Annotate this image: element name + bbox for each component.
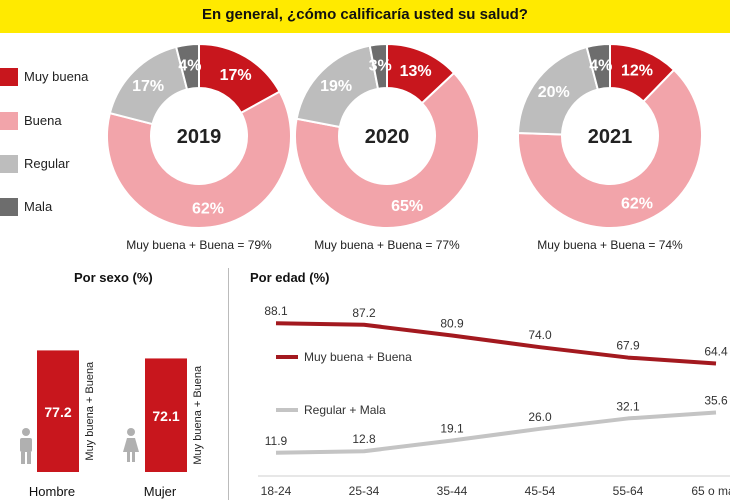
x-tick-label: 35-44 [437, 484, 468, 498]
legend-item-mala: Mala [0, 198, 120, 218]
slice-label: 62% [192, 200, 224, 217]
bar-value-label: 77.2 [44, 404, 71, 420]
data-label: 35.6 [704, 393, 728, 407]
series-line [275, 410, 717, 455]
data-label: 11.9 [265, 434, 288, 448]
slice-label: 4% [178, 58, 201, 75]
slice-label: 4% [589, 58, 612, 75]
bar-group-mujer: 72.1 Muy buena + Buena Mujer [144, 358, 204, 499]
data-label: 87.2 [352, 306, 376, 320]
donut-year-label: 2021 [588, 126, 633, 148]
bar-note: Muy buena + Buena [192, 365, 204, 465]
legend-swatch [0, 198, 18, 216]
page-title: En general, ¿cómo calificaría usted su s… [202, 6, 528, 23]
donut-chart-2020: 13% 65% 19% 3% 2020 Muy buena + Buena = 77% [294, 42, 480, 252]
data-label: 74.0 [528, 328, 552, 342]
legend-label: Regular [24, 156, 70, 171]
sex-bar-chart: 77.2 Muy buena + Buena Hombre 72.1 Muy buena… [20, 350, 204, 499]
slice-buena [106, 90, 292, 229]
legend-swatch [0, 68, 18, 86]
slice-label: 17% [220, 67, 252, 84]
legend-swatch [0, 112, 18, 130]
donut-caption: Muy buena + Buena = 74% [537, 238, 683, 252]
bar-category-label: Hombre [29, 484, 75, 499]
age-line-chart: 18-24 25-34 35-44 45-54 55-64 65 o más 88.1 87.… [258, 304, 730, 498]
slice-label: 19% [320, 78, 352, 95]
bar-category-label: Mujer [144, 484, 177, 499]
series-line [275, 321, 717, 366]
data-label: 19.1 [440, 422, 464, 436]
bar-group-hombre: 77.2 Muy buena + Buena Hombre [29, 350, 96, 499]
legend-item-buena: Buena [0, 112, 120, 132]
slice-label: 12% [621, 62, 653, 79]
bar [37, 350, 79, 472]
title-bar: En general, ¿cómo calificaría usted su s… [0, 0, 730, 33]
legend-swatch [0, 155, 18, 173]
line-legend-item: Regular + Mala [276, 403, 386, 417]
data-label: 88.1 [264, 304, 288, 318]
x-tick-label: 25-34 [349, 484, 380, 498]
woman-icon [123, 428, 139, 462]
legend-item-muy-buena: Muy buena [0, 68, 120, 88]
slice-label: 62% [621, 196, 653, 213]
donut-charts: 17% 62% 17% 4% 2019 Muy buena + Buena = 79% 13… [106, 42, 703, 252]
x-tick-label: 45-54 [525, 484, 556, 498]
donut-year-label: 2020 [365, 126, 410, 148]
legend-item-regular: Regular [0, 155, 120, 175]
donut-caption: Muy buena + Buena = 79% [126, 238, 272, 252]
donut-chart-2021: 12% 62% 20% 4% 2021 Muy buena + Buena = 74% [517, 42, 703, 252]
slice-label: 17% [132, 78, 164, 95]
slice-buena [294, 71, 480, 229]
x-tick-label: 18-24 [261, 484, 292, 498]
man-icon [20, 428, 32, 464]
legend-label: Buena [24, 113, 62, 128]
donut-chart-2019: 17% 62% 17% 4% 2019 Muy buena + Buena = 79% [106, 42, 292, 252]
data-label: 80.9 [440, 316, 464, 330]
data-label: 67.9 [616, 339, 640, 353]
line-legend-item: Muy buena + Buena [276, 350, 412, 364]
donut-caption: Muy buena + Buena = 77% [314, 238, 460, 252]
legend-label: Mala [24, 199, 53, 214]
section-divider [228, 268, 229, 500]
slice-buena [517, 68, 703, 229]
x-tick-label: 55-64 [613, 484, 644, 498]
bar-value-label: 72.1 [152, 408, 179, 424]
series-muy-buena-buena: 88.1 87.2 80.9 74.0 67.9 64.4 [264, 304, 728, 366]
x-tick-label: 65 o más [691, 484, 730, 498]
line-legend-label: Muy buena + Buena [304, 350, 412, 364]
data-label: 26.0 [528, 410, 552, 424]
slice-label: 13% [400, 63, 432, 80]
data-label: 32.1 [616, 399, 640, 413]
sex-chart-title: Por sexo (%) [74, 270, 153, 285]
slice-label: 20% [538, 84, 570, 101]
age-chart-title: Por edad (%) [250, 270, 330, 285]
slice-mala [174, 42, 200, 91]
series-regular-mala: 11.9 12.8 19.1 26.0 32.1 35.6 [265, 393, 728, 455]
slice-label: 65% [391, 198, 423, 215]
slice-label: 3% [369, 57, 392, 74]
bar [145, 358, 187, 472]
slice-mala [585, 42, 611, 91]
slice-mala [368, 42, 388, 91]
data-label: 12.8 [352, 432, 376, 446]
line-legend-label: Regular + Mala [304, 403, 386, 417]
data-label: 64.4 [704, 345, 728, 359]
legend-label: Muy buena [24, 69, 89, 84]
donut-year-label: 2019 [177, 126, 222, 148]
bar-note: Muy buena + Buena [84, 361, 96, 461]
